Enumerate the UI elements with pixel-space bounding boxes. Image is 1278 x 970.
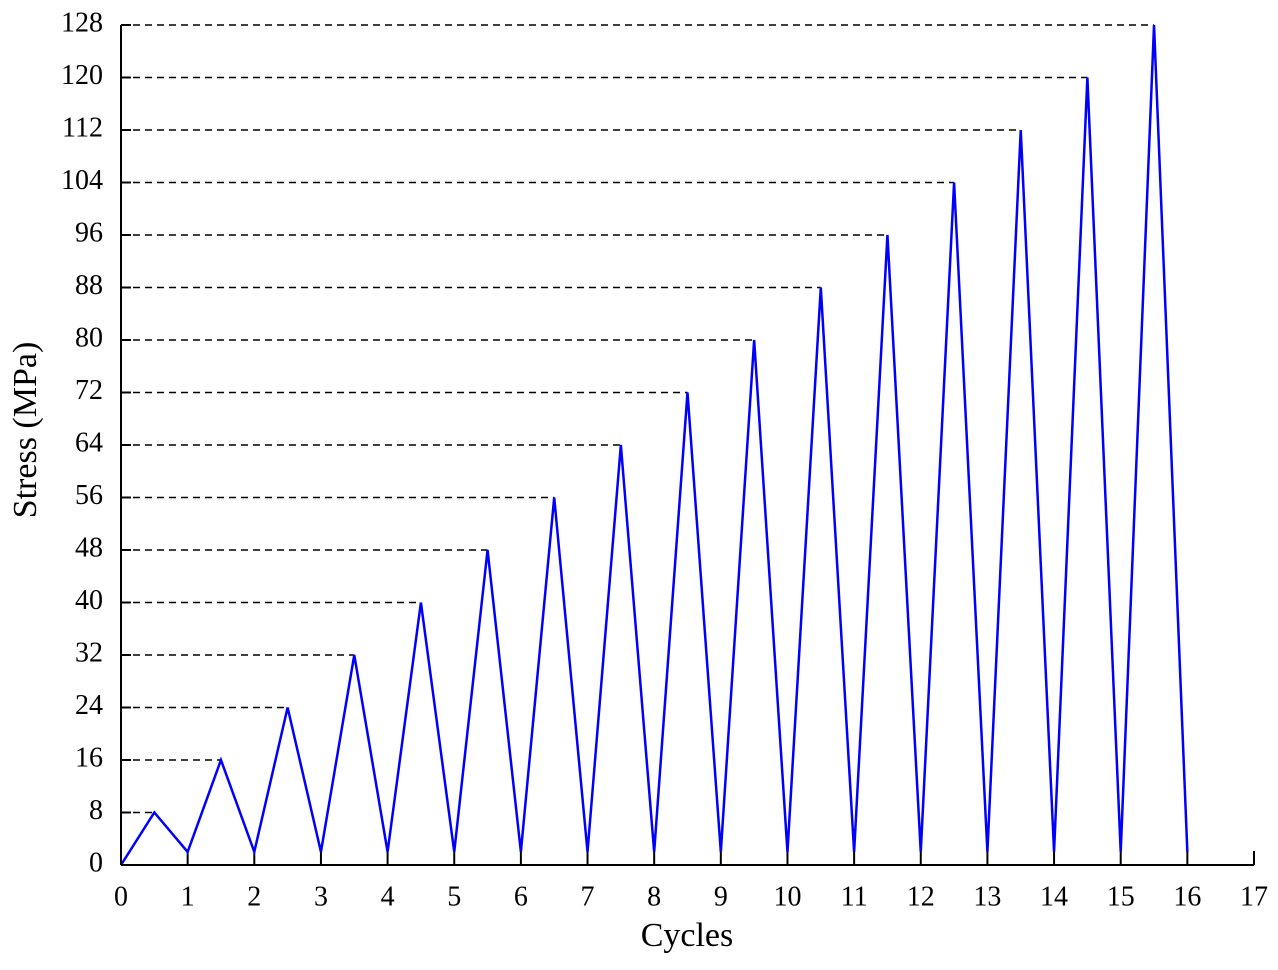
- x-tick-label: 8: [647, 881, 661, 912]
- x-tick-label: 5: [447, 881, 461, 912]
- x-tick-label: 7: [581, 881, 595, 912]
- x-tick-label: 2: [247, 881, 261, 912]
- y-tick-label: 0: [89, 847, 103, 878]
- y-tick-label: 120: [61, 60, 103, 91]
- y-tick-label: 8: [89, 795, 103, 826]
- x-tick-label: 12: [907, 881, 935, 912]
- x-axis-title: Cycles: [641, 917, 734, 954]
- y-tick-label: 72: [75, 375, 103, 406]
- y-tick-label: 104: [61, 165, 103, 196]
- x-tick-label: 17: [1240, 881, 1268, 912]
- y-tick-label: 56: [75, 480, 103, 511]
- y-tick-label: 24: [75, 690, 103, 721]
- y-tick-label: 48: [75, 532, 103, 563]
- y-tick-label: 80: [75, 322, 103, 353]
- x-tick-label: 10: [773, 881, 801, 912]
- x-tick-label: 6: [514, 881, 528, 912]
- y-axis-title: Stress (MPa): [7, 342, 44, 519]
- y-tick-label: 32: [75, 637, 103, 668]
- x-tick-label: 1: [181, 881, 195, 912]
- stress-line: [119, 24, 1189, 866]
- x-tick-label: 16: [1173, 881, 1201, 912]
- x-tick-label: 13: [973, 881, 1001, 912]
- x-tick-label: 9: [714, 881, 728, 912]
- x-tick-label: 14: [1040, 881, 1068, 912]
- y-tick-label: 112: [62, 112, 103, 143]
- y-tick-label: 16: [75, 742, 103, 773]
- y-tick-label: 64: [75, 427, 103, 458]
- x-tick-label: 4: [381, 881, 395, 912]
- x-tick-label: 11: [841, 881, 868, 912]
- y-tick-label: 40: [75, 585, 103, 616]
- x-tick-label: 3: [314, 881, 328, 912]
- y-tick-label: 88: [75, 270, 103, 301]
- y-tick-label: 128: [61, 7, 103, 38]
- y-tick-label: 96: [75, 217, 103, 248]
- x-tick-label: 15: [1107, 881, 1135, 912]
- x-tick-label: 0: [114, 881, 128, 912]
